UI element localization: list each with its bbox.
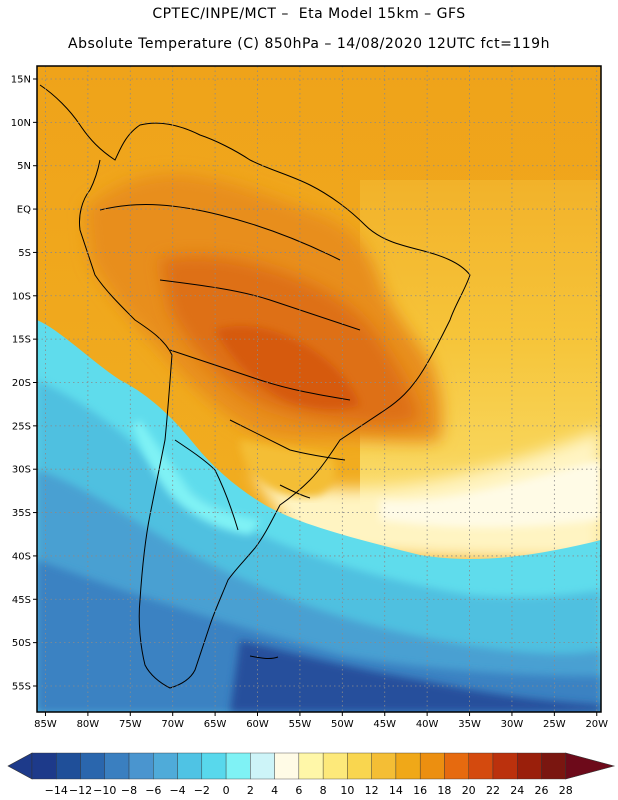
colorbar-swatch <box>347 752 372 780</box>
lon-label: 35W <box>458 719 481 730</box>
lat-label: 35S <box>12 508 31 519</box>
lat-label: 20S <box>12 378 31 389</box>
lon-label: 40W <box>416 719 439 730</box>
colorbar-swatch <box>128 752 154 780</box>
colorbar-swatch <box>419 752 445 780</box>
lon-label: 45W <box>373 719 396 730</box>
lat-label: 15N <box>11 75 31 86</box>
latitude-labels: 15N 10N 5N EQ 5S 10S 15S 20S 25S 30S 35S 40S 45S 50S 5… <box>11 75 37 692</box>
lon-label: 25W <box>543 719 566 730</box>
colorbar-swatch <box>56 752 81 780</box>
colorbar-label: 16 <box>413 784 427 797</box>
lat-label: 25S <box>12 421 31 432</box>
lat-label: 15S <box>12 335 31 346</box>
colorbar-swatch <box>104 752 130 780</box>
colorbar-label: −4 <box>169 784 185 797</box>
colorbar-swatch <box>298 752 324 780</box>
colorbar-label: 26 <box>534 784 548 797</box>
lon-label: 20W <box>585 719 608 730</box>
colorbar-label: 22 <box>486 784 500 797</box>
colorbar-swatch <box>274 752 300 780</box>
lat-label: 10S <box>12 291 31 302</box>
lon-label: 70W <box>161 719 184 730</box>
lon-label: 80W <box>77 719 100 730</box>
colorbar-swatch <box>153 752 178 780</box>
temperature-field <box>37 66 601 712</box>
lon-label: 65W <box>204 719 227 730</box>
lat-label: 45S <box>12 595 31 606</box>
colorbar-label: 18 <box>437 784 451 797</box>
colorbar-label: −14 <box>45 784 68 797</box>
colorbar-swatch <box>395 752 421 780</box>
lon-label: 60W <box>246 719 269 730</box>
colorbar-label: −6 <box>145 784 161 797</box>
colorbar-label: 24 <box>510 784 524 797</box>
colorbar-swatch <box>177 752 203 780</box>
colorbar-swatch <box>444 752 469 780</box>
colorbar-label: −8 <box>121 784 137 797</box>
map-title: CPTEC/INPE/MCT – Eta Model 15km – GFS <box>152 6 466 22</box>
lon-label: 30W <box>501 719 524 730</box>
colorbar-label: −12 <box>69 784 92 797</box>
colorbar-label: 20 <box>462 784 476 797</box>
colorbar-swatch <box>201 752 227 780</box>
map-subtitle: Absolute Temperature (C) 850hPa – 14/08/… <box>68 36 550 52</box>
lat-label: EQ <box>17 205 31 216</box>
colorbar-swatch <box>31 752 57 780</box>
colorbar-swatch <box>492 752 518 780</box>
colorbar-swatch <box>250 752 275 780</box>
colorbar-label: 4 <box>271 784 278 797</box>
colorbar-label: 14 <box>389 784 403 797</box>
colorbar-swatch <box>371 752 397 780</box>
lat-label: 50S <box>12 638 31 649</box>
map-frame <box>36 65 602 713</box>
colorbar-label: −2 <box>194 784 210 797</box>
colorbar-label: 10 <box>340 784 354 797</box>
coastline-outline <box>39 84 471 689</box>
lon-label: 85W <box>34 719 57 730</box>
colorbar-label: −10 <box>93 784 116 797</box>
lat-label: 5S <box>18 248 31 259</box>
lat-label: 10N <box>11 118 31 129</box>
colorbar-swatch <box>541 752 566 780</box>
colorbar-label: 12 <box>365 784 379 797</box>
colorbar-labels: −14 −12 −10 −8 −6 −4 −2 0 2 4 6 8 10 12 14 16 18 20 22 24 26… <box>45 784 573 797</box>
temperature-colorbar <box>7 752 616 780</box>
colorbar-label: 0 <box>223 784 230 797</box>
colorbar-label: 8 <box>320 784 327 797</box>
lon-label: 55W <box>289 719 312 730</box>
lon-label: 75W <box>119 719 142 730</box>
lat-label: 30S <box>12 465 31 476</box>
colorbar-swatch <box>225 752 251 780</box>
lon-label: 50W <box>331 719 354 730</box>
lat-label: 40S <box>12 551 31 562</box>
lat-label: 55S <box>12 681 31 692</box>
colorbar-swatch <box>517 752 542 780</box>
colorbar-label: 28 <box>559 784 573 797</box>
colorbar-min-arrow <box>7 752 33 780</box>
colorbar-label: 2 <box>247 784 254 797</box>
colorbar-label: 6 <box>295 784 302 797</box>
colorbar-swatch <box>322 752 348 780</box>
colorbar-swatch <box>468 752 494 780</box>
colorbar-swatch <box>80 752 105 780</box>
colorbar-max-arrow <box>565 752 616 780</box>
longitude-labels: 85W 80W 75W 70W 65W 60W 55W 50W 45W 40W 35W 30W 25W 2… <box>34 712 608 730</box>
lat-label: 5N <box>17 161 31 172</box>
